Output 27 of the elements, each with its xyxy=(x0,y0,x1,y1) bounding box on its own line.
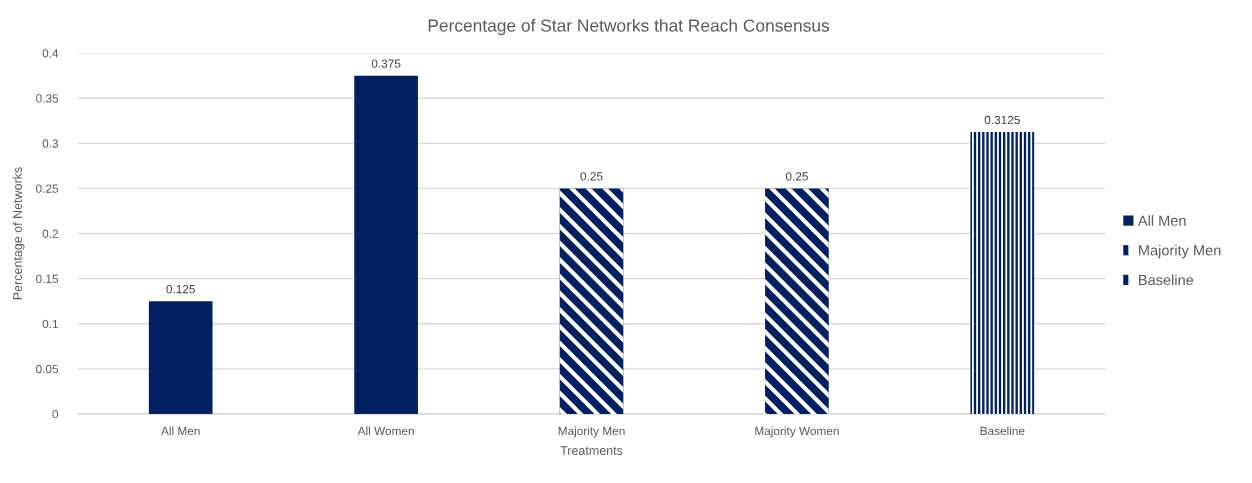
y-tick-label: 0.05 xyxy=(36,364,59,374)
data-label: 0.125 xyxy=(166,284,195,294)
y-tick-label: 0.3 xyxy=(42,139,59,148)
y-tick-label: 0.25 xyxy=(36,184,59,193)
y-tick-label: 0.2 xyxy=(42,229,58,238)
data-label: 0.3125 xyxy=(984,115,1020,125)
legend-label: Baseline xyxy=(1139,274,1194,286)
data-label: 0.25 xyxy=(785,172,808,181)
y-tick-label: 0.35 xyxy=(36,94,59,103)
chart-title: Percentage of Star Networks that Reach Consensus xyxy=(428,18,830,36)
bar xyxy=(354,75,418,414)
legend-label: Majority Men xyxy=(1139,244,1221,259)
data-label: 0.375 xyxy=(371,59,401,68)
x-tick-label: All Men xyxy=(161,426,200,436)
y-tick-label: 0.1 xyxy=(42,319,58,329)
y-axis-title: Percentage of Networks xyxy=(12,167,25,300)
legend-label: All Men xyxy=(1137,215,1186,226)
x-tick-label: Baseline xyxy=(980,426,1025,436)
x-axis-title: Treatments xyxy=(560,446,623,455)
y-tick-label: 0.15 xyxy=(36,274,59,284)
bar xyxy=(148,301,213,414)
y-tick-label: 0.4 xyxy=(42,49,59,58)
data-label: 0.25 xyxy=(580,172,603,181)
x-tick-label: Majority Women xyxy=(755,426,839,438)
x-tick-label: All Women xyxy=(357,426,414,436)
y-tick-label: 0 xyxy=(52,409,59,419)
x-tick-label: Majority Men xyxy=(558,426,625,438)
